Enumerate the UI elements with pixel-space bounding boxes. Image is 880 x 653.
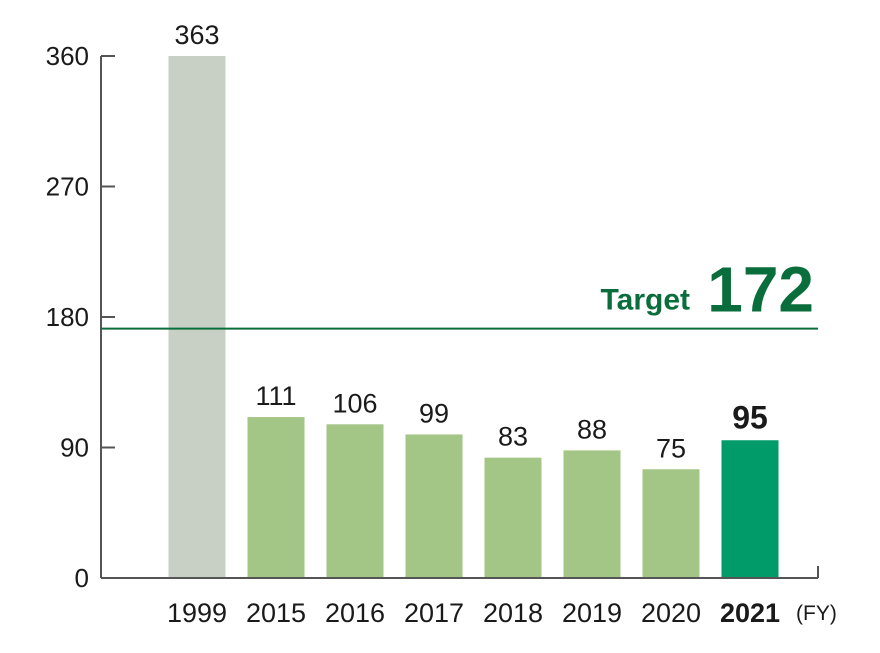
bar-2020 <box>642 469 700 578</box>
category-labels: 1999 2015 2016 2017 2018 2019 2020 2021 <box>167 598 780 628</box>
value-label-2019: 88 <box>577 414 607 444</box>
bar-2017 <box>405 434 463 578</box>
category-label-2015: 2015 <box>246 598 306 628</box>
value-label-2021: 95 <box>732 399 768 435</box>
category-label-2019: 2019 <box>562 598 622 628</box>
y-tick-label: 360 <box>46 41 89 71</box>
bar-2021 <box>721 440 779 578</box>
y-tick-label: 270 <box>46 172 89 202</box>
category-label-2017: 2017 <box>404 598 464 628</box>
value-label-2016: 106 <box>332 388 377 418</box>
category-label-2018: 2018 <box>483 598 543 628</box>
target-label: Target <box>601 284 690 317</box>
bar-2016 <box>326 424 384 578</box>
bar-2015 <box>247 417 305 578</box>
x-axis-unit: (FY) <box>796 602 837 625</box>
bar-2019 <box>563 450 621 578</box>
bars <box>168 56 779 578</box>
category-label-2021: 2021 <box>720 598 780 628</box>
y-tick-label: 180 <box>46 302 89 332</box>
y-tick-label: 0 <box>75 563 89 593</box>
y-axis-ticks: 0 90 180 270 360 <box>46 41 115 593</box>
value-label-2018: 83 <box>498 422 528 452</box>
target-value: 172 <box>707 254 814 326</box>
value-label-2015: 111 <box>255 381 296 411</box>
category-label-2016: 2016 <box>325 598 385 628</box>
value-label-2017: 99 <box>419 398 449 428</box>
bar-1999 <box>168 56 226 578</box>
bar-2018 <box>484 457 542 578</box>
category-label-2020: 2020 <box>641 598 701 628</box>
value-label-2020: 75 <box>656 433 686 463</box>
y-tick-label: 90 <box>60 433 89 463</box>
value-label-1999: 363 <box>174 20 219 50</box>
category-label-1999: 1999 <box>167 598 227 628</box>
value-labels: 363 111 106 99 83 88 75 95 <box>174 20 767 463</box>
